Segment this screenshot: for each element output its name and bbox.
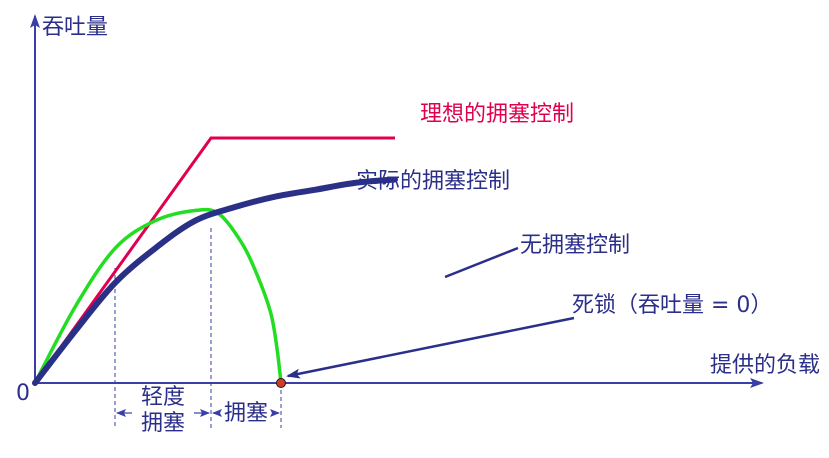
- series-lines: [32, 136, 398, 388]
- region-guides: [114, 228, 282, 428]
- axes: [30, 14, 764, 388]
- series-line-actual: [32, 176, 398, 386]
- region-label: 轻度: [141, 385, 185, 410]
- series-line-no-control: [33, 207, 283, 384]
- series-label-actual: 实际的拥塞控制: [356, 169, 510, 194]
- deadlock-label: 死锁（吞吐量 = 0）: [572, 293, 772, 318]
- region-label: 拥塞: [224, 401, 268, 426]
- series-line-ideal: [33, 136, 395, 384]
- series-label-no-control: 无拥塞控制: [520, 233, 630, 258]
- origin-label: 0: [16, 381, 30, 406]
- x-axis-label: 提供的负载: [710, 353, 820, 378]
- deadlock-pointer: [286, 316, 575, 379]
- region-label: 拥塞: [141, 411, 185, 436]
- series-label-ideal: 理想的拥塞控制: [420, 102, 574, 127]
- label-pointer-no-control: [444, 246, 519, 279]
- deadlock-point: [276, 378, 286, 388]
- y-axis-label: 吞吐量: [42, 15, 108, 40]
